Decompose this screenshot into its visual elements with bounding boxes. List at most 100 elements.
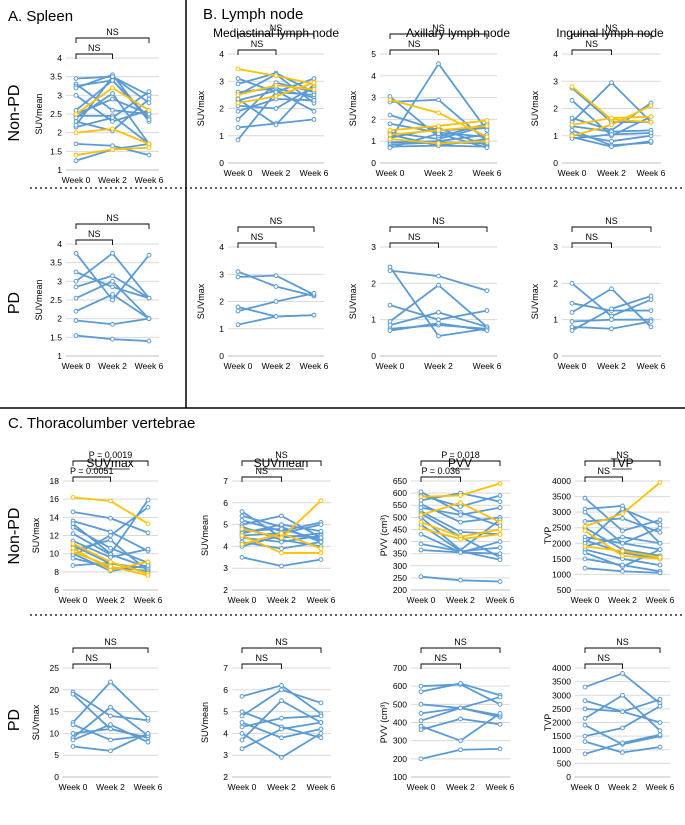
- y-tick-label: 2.5: [50, 295, 62, 305]
- highlight-series-point: [497, 531, 503, 537]
- patient-series-point: [73, 76, 79, 81]
- x-tick-label: Week 2: [597, 361, 626, 371]
- highlight-series-point: [582, 528, 588, 534]
- significance-long-label: NS: [605, 216, 618, 226]
- patient-series-point: [497, 493, 503, 498]
- significance-long-label: NS: [106, 27, 119, 37]
- y-tick-label: 2: [223, 772, 228, 782]
- patient-series-point: [279, 526, 284, 532]
- x-tick-label: Week 0: [571, 782, 600, 792]
- patient-series-point: [436, 61, 441, 67]
- y-tick-label: 600: [393, 488, 407, 498]
- y-tick-label: 10: [50, 549, 60, 559]
- y-tick-label: 16: [50, 494, 60, 504]
- highlight-series-point: [657, 480, 663, 485]
- highlight-series-point: [569, 122, 575, 128]
- significance-long-bracket: [72, 460, 149, 466]
- chart-inguinal_nonpd: 0 1 2 3 4 Week 0 Week 2 Week 6 SUVmax Inguinal ly…: [530, 23, 666, 178]
- patient-series-point: [110, 292, 115, 297]
- y-tick-label: 250: [393, 573, 407, 583]
- highlight-series-point: [279, 530, 284, 536]
- patient-series-point: [318, 731, 324, 736]
- patient-series-point: [657, 562, 663, 568]
- patient-series-point: [239, 513, 245, 519]
- patient-series-point: [110, 96, 115, 102]
- patient-series-point: [70, 531, 76, 537]
- patient-series-point: [620, 709, 625, 714]
- patient-series-point: [70, 555, 76, 561]
- patient-series-point: [279, 522, 284, 527]
- patient-series-point: [110, 115, 115, 121]
- section-title-vertebrae: C. Thoracolumber vertebrae: [8, 415, 195, 432]
- highlight-series-point: [239, 526, 245, 532]
- patient-series-point: [145, 715, 151, 721]
- y-axis-label: SUVmax: [31, 704, 41, 740]
- significance-long-label: NS: [275, 450, 288, 460]
- x-tick-label: Week 2: [446, 782, 475, 792]
- patient-series-point: [73, 295, 79, 301]
- patient-series-point: [145, 497, 151, 503]
- y-tick-label: 3.5: [50, 258, 62, 268]
- patient-series-point: [609, 317, 614, 323]
- patient-series-point: [458, 577, 463, 583]
- y-tick-label: 0: [371, 351, 376, 361]
- y-axis-label: PVV (cm³): [379, 515, 389, 557]
- significance-long-label: P = 0.018: [441, 450, 480, 460]
- y-tick-label: 3: [219, 76, 224, 86]
- patient-series-point: [436, 333, 441, 339]
- y-tick-label: 0: [371, 158, 376, 168]
- highlight-series-point: [108, 498, 113, 504]
- patient-series-point: [273, 122, 279, 128]
- patient-series-point: [110, 321, 115, 327]
- patient-series-point: [569, 319, 575, 324]
- patient-series-point: [648, 293, 654, 299]
- y-tick-label: 1000: [552, 569, 571, 579]
- patient-series-point: [657, 540, 663, 546]
- x-tick-label: Week 2: [597, 168, 626, 178]
- patient-series-point: [657, 570, 663, 576]
- patient-series-point: [235, 96, 241, 102]
- highlight-series-point: [311, 80, 317, 86]
- patient-series-point: [458, 716, 463, 722]
- y-tick-label: 1: [553, 315, 558, 325]
- highlight-series-point: [387, 97, 393, 103]
- patient-series-point: [620, 562, 625, 568]
- patient-series-point: [648, 130, 654, 136]
- patient-series-point: [146, 89, 152, 94]
- patient-series-point: [235, 125, 241, 130]
- significance-long-label: NS: [605, 23, 618, 33]
- patient-series-point: [497, 551, 503, 557]
- chart-spleen_nonpd: 1 1.5 2 2.5 3 3.5 4 Week 0 Week 2 Week 6 SUVmean NS…: [34, 27, 164, 185]
- patient-series-point: [387, 328, 393, 333]
- patient-series-point: [239, 746, 245, 752]
- patient-series-point: [146, 295, 152, 301]
- patient-series-point: [497, 746, 503, 752]
- y-axis-label: PVV (cm³): [379, 702, 389, 744]
- y-tick-label: 4: [371, 71, 376, 81]
- patient-series-point: [497, 545, 503, 551]
- highlight-series-point: [458, 493, 463, 498]
- significance-long-label: NS: [616, 450, 629, 460]
- x-tick-label: Week 2: [96, 782, 125, 792]
- patient-series-point: [418, 683, 424, 689]
- patient-series-point: [458, 512, 463, 518]
- row-label-nonpd-top: Non-PD: [6, 85, 23, 142]
- patient-series-point: [110, 278, 115, 284]
- highlight-series-point: [436, 123, 441, 129]
- highlight-series-point: [648, 103, 654, 109]
- y-axis-label: SUVmean: [200, 702, 210, 743]
- highlight-series-point: [648, 114, 654, 120]
- significance-short-bracket: [584, 663, 623, 669]
- patient-series-point: [582, 751, 588, 757]
- patient-series-point: [582, 716, 588, 721]
- panel-title: SUVmax: [86, 456, 133, 470]
- x-tick-label: Week 0: [558, 361, 587, 371]
- y-axis-label: SUVmean: [200, 515, 210, 556]
- y-tick-label: 400: [393, 537, 407, 547]
- patient-series-point: [484, 308, 490, 313]
- patient-series-point: [239, 737, 245, 743]
- patient-series-point: [436, 282, 441, 288]
- patient-series-point: [497, 539, 503, 544]
- patient-series-point: [648, 138, 654, 144]
- section-title-lymph-node: B. Lymph node: [203, 6, 303, 23]
